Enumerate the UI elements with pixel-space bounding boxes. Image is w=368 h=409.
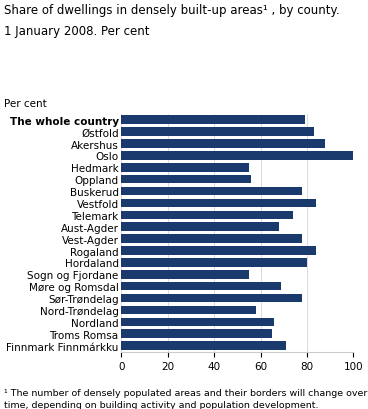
Bar xyxy=(121,235,302,243)
Bar xyxy=(121,175,251,184)
Bar xyxy=(121,223,279,231)
Bar xyxy=(121,247,316,255)
Bar xyxy=(121,128,314,137)
Bar xyxy=(121,258,307,267)
Bar xyxy=(121,306,256,315)
Text: Per cent: Per cent xyxy=(4,99,46,108)
Bar xyxy=(121,199,316,208)
Text: ¹ The number of densely populated areas and their borders will change over
time,: ¹ The number of densely populated areas … xyxy=(4,388,367,409)
Bar xyxy=(121,282,282,291)
Bar xyxy=(121,152,353,160)
Bar xyxy=(121,211,293,220)
Text: Share of dwellings in densely built-up areas¹ , by county.: Share of dwellings in densely built-up a… xyxy=(4,4,339,17)
Bar xyxy=(121,342,286,350)
Bar xyxy=(121,187,302,196)
Bar xyxy=(121,270,249,279)
Bar xyxy=(121,330,272,338)
Bar xyxy=(121,294,302,303)
Bar xyxy=(121,318,275,326)
Bar xyxy=(121,140,325,148)
Text: 1 January 2008. Per cent: 1 January 2008. Per cent xyxy=(4,25,149,38)
Bar xyxy=(121,116,305,125)
Bar xyxy=(121,164,249,172)
